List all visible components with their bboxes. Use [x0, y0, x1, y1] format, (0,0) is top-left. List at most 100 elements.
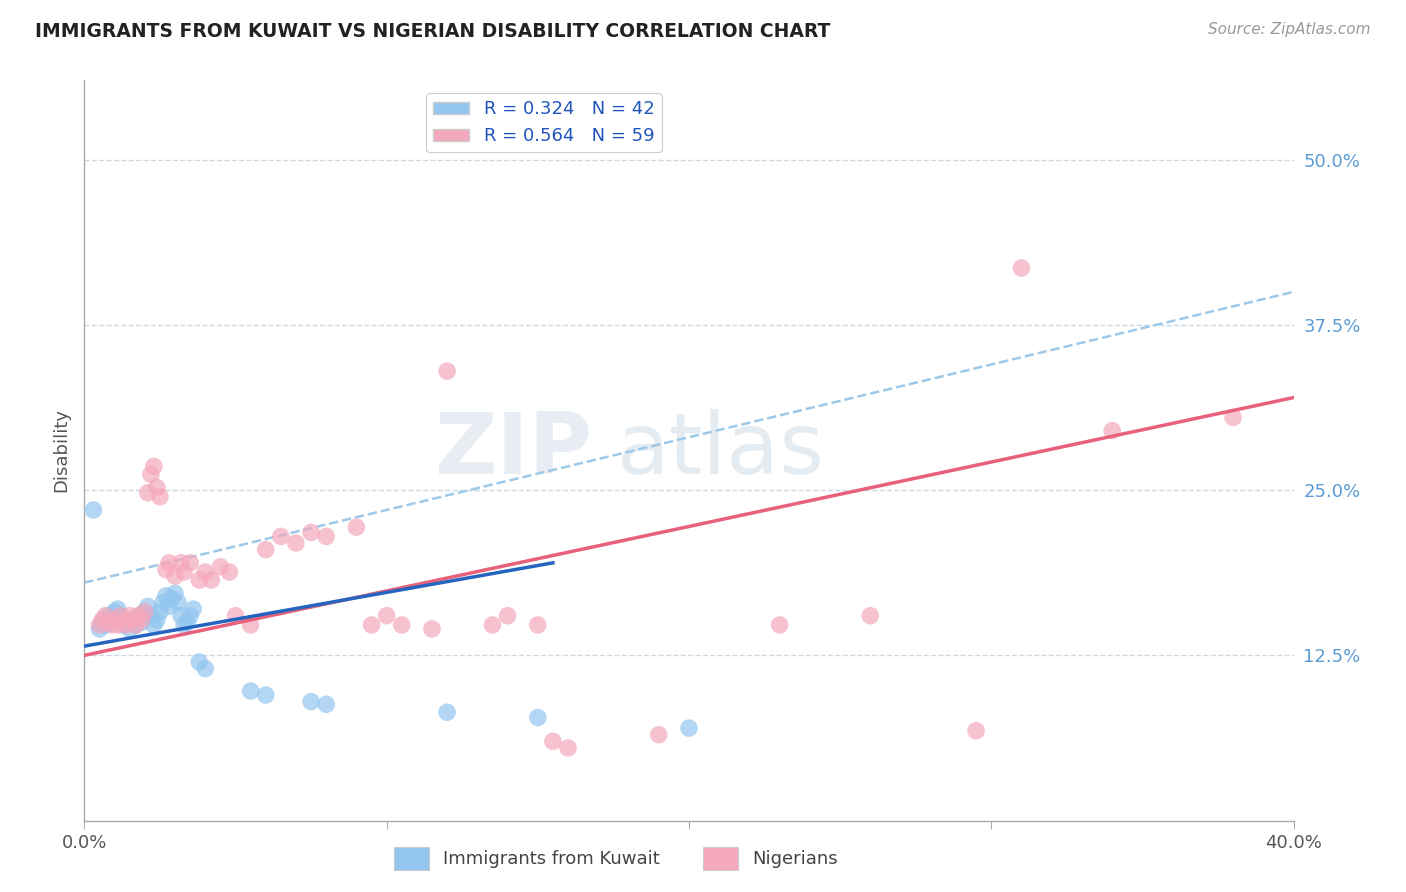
Point: [209, 559, 232, 574]
Point: [285, 536, 308, 550]
Point: [225, 608, 247, 623]
Point: [194, 565, 217, 579]
Point: [496, 608, 519, 623]
Point: [152, 595, 174, 609]
Point: [115, 618, 138, 632]
Point: [436, 705, 458, 719]
Point: [94, 608, 117, 623]
Point: [315, 529, 337, 543]
Point: [94, 618, 117, 632]
Point: [165, 569, 187, 583]
Point: [170, 608, 193, 623]
Point: [104, 605, 127, 619]
Point: [121, 613, 143, 627]
Point: [481, 618, 503, 632]
Point: [128, 608, 150, 623]
Point: [176, 615, 198, 630]
Point: [527, 710, 550, 724]
Point: [136, 485, 159, 500]
Point: [131, 613, 153, 627]
Text: IMMIGRANTS FROM KUWAIT VS NIGERIAN DISABILITY CORRELATION CHART: IMMIGRANTS FROM KUWAIT VS NIGERIAN DISAB…: [35, 22, 831, 41]
Point: [110, 608, 132, 623]
Point: [160, 591, 183, 606]
Point: [149, 605, 172, 619]
Point: [239, 684, 262, 698]
Point: [346, 520, 368, 534]
Point: [146, 481, 169, 495]
Text: Immigrants from Kuwait: Immigrants from Kuwait: [443, 850, 659, 868]
Point: [188, 655, 211, 669]
Point: [179, 608, 201, 623]
Text: atlas: atlas: [616, 409, 824, 492]
Point: [91, 613, 114, 627]
Point: [82, 503, 104, 517]
Point: [110, 608, 132, 623]
Point: [139, 467, 162, 482]
Point: [527, 618, 550, 632]
Point: [270, 529, 292, 543]
Point: [218, 565, 240, 579]
Point: [648, 728, 671, 742]
Point: [769, 618, 792, 632]
Point: [375, 608, 398, 623]
Point: [254, 688, 277, 702]
Point: [167, 595, 190, 609]
Point: [125, 618, 148, 632]
Point: [131, 615, 153, 630]
Point: [360, 618, 382, 632]
Text: ZIP: ZIP: [434, 409, 592, 492]
Point: [97, 608, 120, 623]
Point: [541, 734, 564, 748]
Point: [1011, 260, 1033, 275]
Point: [188, 573, 211, 587]
Point: [115, 613, 138, 627]
Point: [134, 605, 156, 619]
Point: [254, 542, 277, 557]
Point: [107, 602, 129, 616]
Point: [118, 622, 141, 636]
Point: [155, 562, 177, 576]
Point: [157, 599, 180, 614]
Point: [142, 459, 165, 474]
Point: [134, 605, 156, 619]
Point: [157, 556, 180, 570]
Point: [97, 615, 120, 630]
Point: [179, 556, 201, 570]
Point: [104, 613, 127, 627]
Point: [299, 525, 322, 540]
Point: [173, 565, 195, 579]
Point: [89, 622, 111, 636]
Point: [239, 618, 262, 632]
Point: [859, 608, 882, 623]
Point: [420, 622, 443, 636]
Point: [125, 618, 148, 632]
Point: [89, 618, 111, 632]
Point: [155, 589, 177, 603]
Text: Nigerians: Nigerians: [752, 850, 838, 868]
Y-axis label: Disability: Disability: [52, 409, 70, 492]
Point: [146, 613, 169, 627]
Point: [315, 698, 337, 712]
Point: [107, 618, 129, 632]
Point: [678, 721, 700, 735]
Point: [170, 556, 193, 570]
Point: [965, 723, 987, 738]
Point: [149, 490, 172, 504]
Point: [557, 740, 579, 755]
Point: [200, 573, 222, 587]
Point: [142, 618, 165, 632]
Point: [100, 613, 122, 627]
Point: [112, 618, 135, 632]
Point: [173, 618, 195, 632]
Point: [139, 608, 162, 623]
Point: [128, 608, 150, 623]
Point: [391, 618, 413, 632]
Point: [165, 586, 187, 600]
Point: [118, 608, 141, 623]
Point: [121, 615, 143, 630]
Point: [299, 695, 322, 709]
Point: [112, 615, 135, 630]
Point: [436, 364, 458, 378]
Point: [91, 615, 114, 630]
Point: [181, 602, 204, 616]
